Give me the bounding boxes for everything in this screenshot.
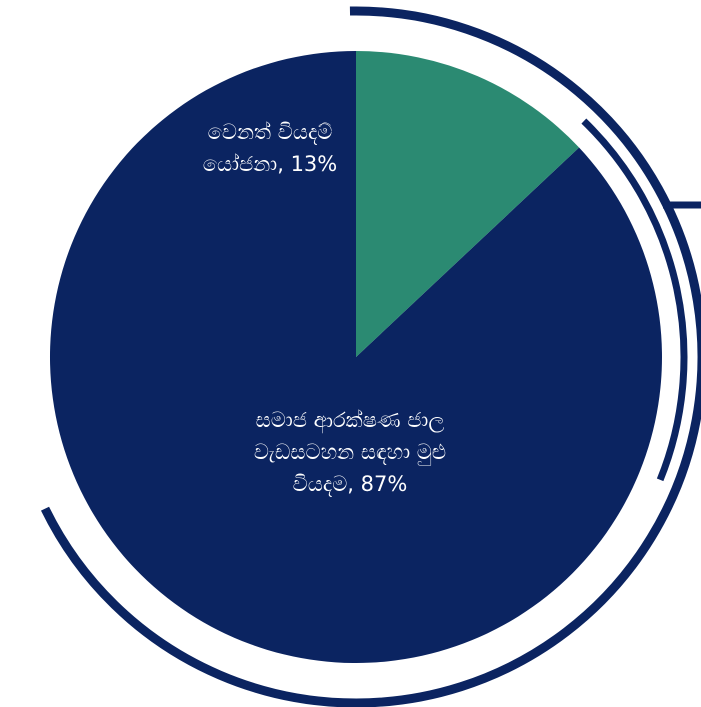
- slice-label-line: යෝජනා, 13%: [202, 152, 338, 176]
- slice-label-line: වැඩසටහන සඳහා මුළු: [253, 440, 447, 464]
- slice-label-line: වියදම, 87%: [292, 472, 408, 496]
- decorative-arcs: [40, 6, 701, 707]
- pie-slice-1: [356, 51, 580, 357]
- slice-label-line: වෙනත් වියදම්: [207, 120, 333, 144]
- pie-slice-0: [49, 51, 662, 663]
- slice-label-line: සමාජ ආරක්ෂණ ජාල: [255, 408, 445, 432]
- outer-arc: [40, 6, 701, 707]
- inner-arc: [581, 118, 688, 482]
- slice-label-total-expenditure: සමාජ ආරක්ෂණ ජාල වැඩසටහන සඳහා මුළු වියදම,…: [175, 404, 525, 500]
- pie-slices: [49, 51, 662, 663]
- slice-label-other-proposals: වෙනත් වියදම් යෝජනා, 13%: [160, 116, 380, 180]
